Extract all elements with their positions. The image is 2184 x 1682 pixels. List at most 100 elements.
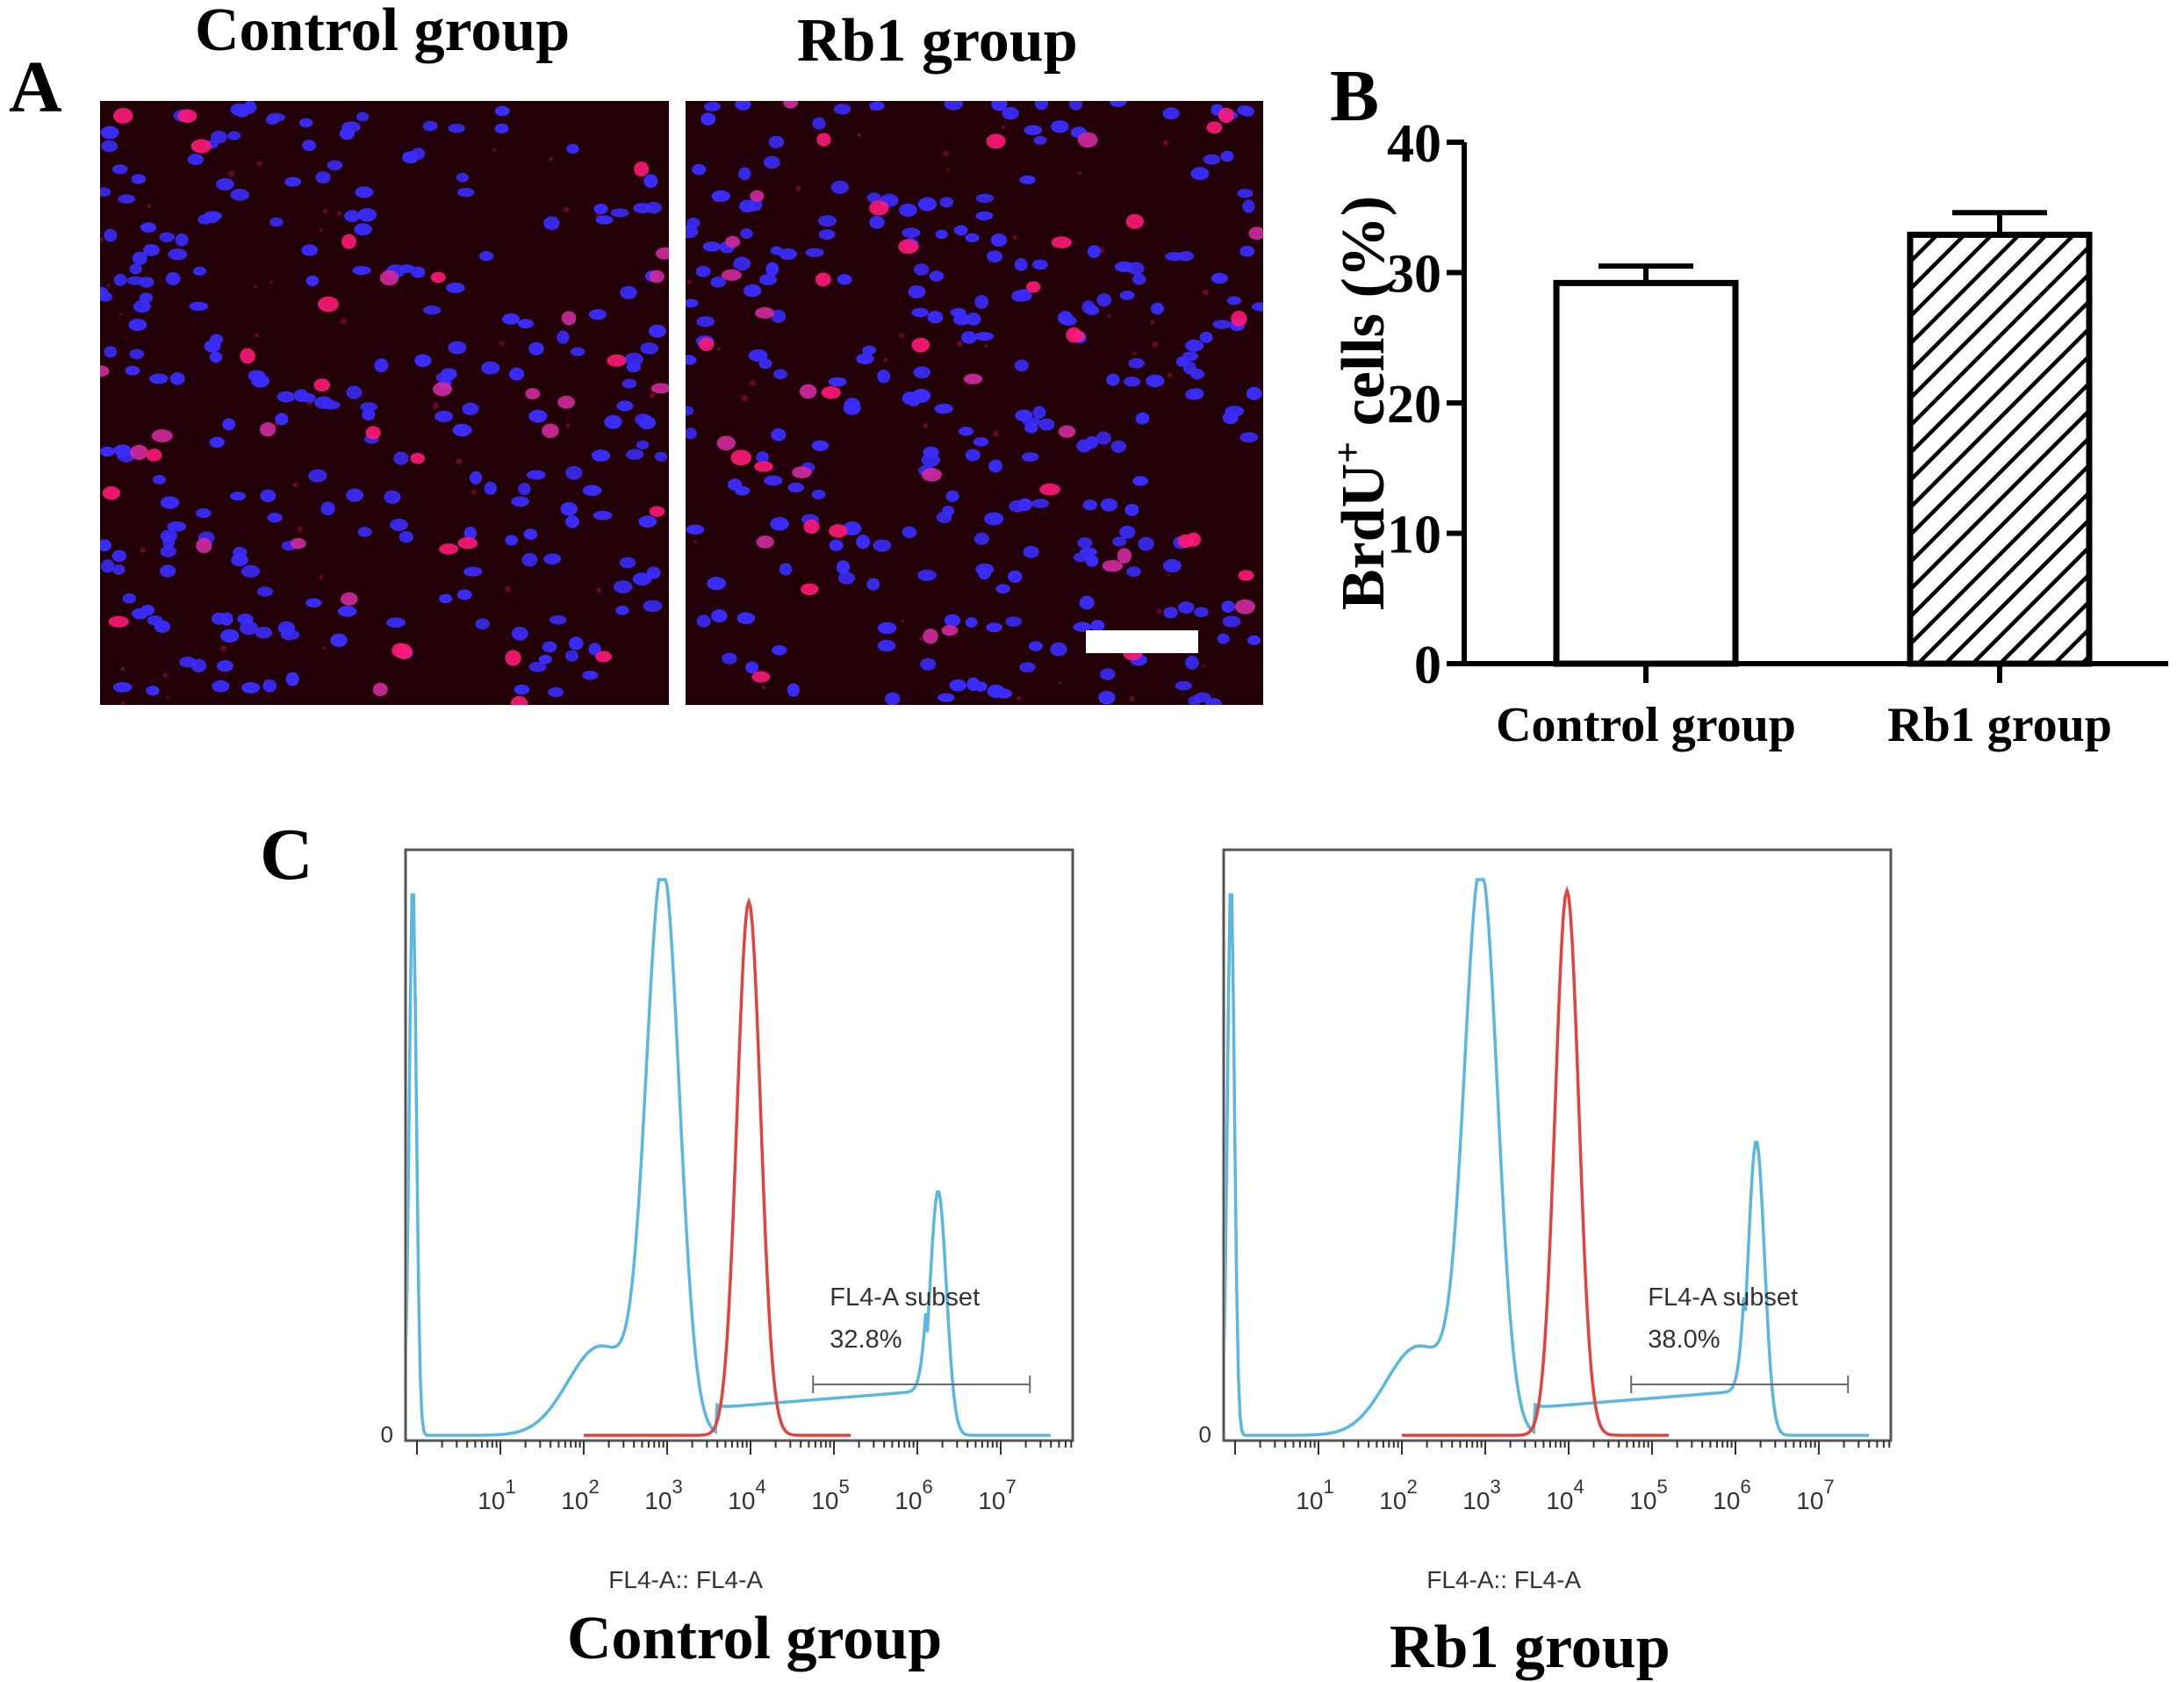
nucleus-blue [557,330,570,344]
nucleus-blue [1251,302,1263,312]
nucleus-blue [152,474,166,485]
debris-speck [564,206,570,212]
nucleus-blue [595,215,614,225]
nucleus-pink [433,382,452,397]
nucleus-blue [143,243,160,256]
nucleus-pink [649,270,665,284]
nucleus-blue [593,510,613,521]
nucleus-blue [692,163,707,176]
debris-speck [1167,372,1173,377]
nucleus-blue [169,372,185,385]
nucleus-blue [593,204,608,215]
nucleus-blue [284,176,302,187]
nucleus-blue [1146,374,1165,388]
nucleus-blue [704,102,721,111]
nucleus-blue [613,580,633,593]
nucleus-blue [939,197,954,208]
nucleus-blue [621,378,637,389]
nucleus-blue [758,358,772,370]
nucleus-blue [231,553,248,567]
nucleus-blue [112,564,126,575]
gate-label: FL4-A subset [1648,1283,1798,1312]
nucleus-blue [707,577,726,591]
panel-a-rb1-title: Rb1 group [797,7,1078,75]
nucleus-blue [1106,373,1120,386]
nucleus-blue [856,353,874,365]
nucleus-blue [975,211,994,221]
nucleus-blue [743,284,762,298]
nucleus-blue [736,612,756,624]
nucleus-pink [815,272,831,287]
debris-speck [254,284,258,289]
nucleus-blue [441,370,457,380]
nucleus-blue [542,641,557,653]
nucleus-blue [548,686,564,698]
nucleus-pink [634,162,650,177]
nucleus-blue [494,123,509,134]
nucleus-blue [133,300,151,313]
nucleus-blue [625,449,644,460]
nucleus-blue [320,501,335,516]
nucleus-blue [484,481,498,495]
x-tick-label-1: 101 [1296,1476,1333,1514]
nucleus-blue [209,351,223,363]
debris-speck [565,423,571,428]
nucleus-pink [1051,236,1072,248]
nucleus-blue [100,559,115,573]
nucleus-blue [1182,351,1199,362]
nucleus-pink [313,378,331,392]
nucleus-pink [792,466,812,478]
x-tick-label-2: 102 [561,1476,599,1514]
nucleus-blue [514,684,530,695]
nucleus-blue [974,294,989,309]
nucleus-blue [308,469,327,483]
nucleus-blue [1014,258,1028,271]
nucleus-pink [379,270,399,286]
nucleus-blue [1165,252,1184,262]
nucleus-blue [902,526,917,539]
nucleus-blue [638,515,657,528]
debris-speck [269,280,274,284]
nucleus-blue [959,427,974,436]
nucleus-blue [1194,692,1211,703]
x-tick-label-3: 103 [644,1476,682,1514]
nucleus-blue [241,682,261,694]
nucleus-blue [911,307,929,318]
debris-speck [147,204,152,208]
debris-speck [899,333,905,338]
nucleus-blue [1124,503,1139,516]
debris-speck [741,395,748,402]
nucleus-blue [686,355,697,365]
nucleus-blue [140,604,155,616]
nucleus-blue [1126,566,1141,578]
y-tick-label-10: 10 [1387,506,1441,565]
nucleus-pink [1117,548,1132,564]
nucleus-pink [816,133,831,147]
debris-speck [433,402,439,409]
debris-speck [549,156,554,162]
nucleus-pink [372,682,388,697]
nucleus-pink [1186,532,1201,547]
x-axis-label: FL4-A:: FL4-A [1426,1566,1581,1593]
debris-speck [471,489,477,495]
nucleus-pink [259,422,277,437]
nucleus-blue [160,496,180,509]
nucleus-blue [643,174,658,189]
nucleus-blue [885,692,901,705]
nucleus-blue [159,564,176,578]
nucleus-pink [561,311,577,326]
nucleus-blue [773,369,787,380]
nucleus-blue [1085,435,1098,449]
nucleus-blue [877,639,896,652]
nucleus-blue [965,617,978,628]
debris-speck [505,586,511,593]
debris-speck [319,575,324,579]
nucleus-blue [267,513,283,523]
debris-speck [956,341,963,347]
nucleus-blue [1008,570,1023,583]
nucleus-pink [1206,121,1223,134]
debris-speck [1107,314,1111,319]
nucleus-blue [768,135,785,148]
nucleus-pink [911,337,930,353]
nucleus-blue [509,367,525,381]
